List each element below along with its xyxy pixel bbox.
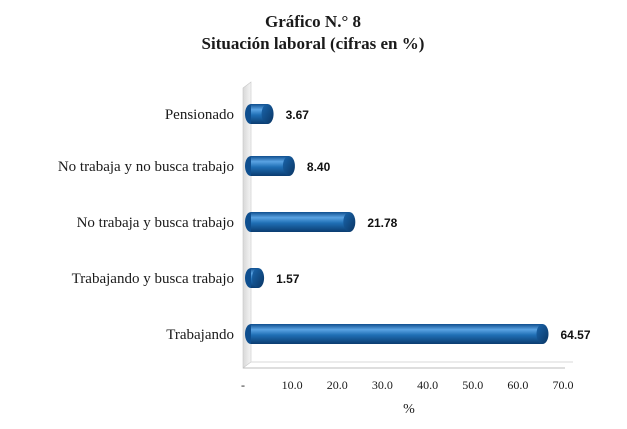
category-label-2: No trabaja y busca trabajo xyxy=(77,215,234,231)
category-label-4: Trabajando xyxy=(166,327,234,343)
category-label-0: Pensionado xyxy=(165,107,234,123)
x-tick-label-2: 20.0 xyxy=(327,378,348,392)
data-label-2: 21.78 xyxy=(367,216,397,230)
bar-4 xyxy=(245,324,549,344)
bars-group xyxy=(245,104,549,344)
bar-body-4 xyxy=(251,324,543,344)
x-tick-label-0: - xyxy=(241,378,245,392)
data-label-0: 3.67 xyxy=(286,108,310,122)
category-label-3: Trabajando y busca trabajo xyxy=(72,271,234,287)
x-tick-label-6: 60.0 xyxy=(507,378,528,392)
bar-body-1 xyxy=(251,156,289,176)
x-tick-label-5: 50.0 xyxy=(462,378,483,392)
bar-cap-4 xyxy=(536,324,549,344)
x-tick-label-7: 70.0 xyxy=(553,378,574,392)
bar-3 xyxy=(245,268,265,288)
data-label-1: 8.40 xyxy=(307,160,331,174)
bar-cap-3 xyxy=(252,268,265,288)
x-tick-labels: - 10.0 20.0 30.0 40.0 50.0 60.0 70.0 xyxy=(241,378,574,392)
category-label-1: No trabaja y no busca trabajo xyxy=(58,159,234,175)
data-label-4: 64.57 xyxy=(560,328,590,342)
bar-cap-1 xyxy=(282,156,295,176)
data-label-3: 1.57 xyxy=(276,272,300,286)
category-labels: Pensionado No trabaja y no busca trabajo N… xyxy=(58,107,234,343)
x-tick-label-3: 30.0 xyxy=(372,378,393,392)
chart-subtitle: Situación laboral (cifras en %) xyxy=(202,34,425,53)
x-tick-label-1: 10.0 xyxy=(282,378,303,392)
bar-body-2 xyxy=(251,212,350,232)
value-labels: 3.67 8.40 21.78 1.57 64.57 xyxy=(276,108,591,342)
bar-0 xyxy=(245,104,274,124)
chart-title: Gráfico N.° 8 xyxy=(265,12,361,31)
x-tick-label-4: 40.0 xyxy=(417,378,438,392)
x-axis-label: % xyxy=(403,402,415,417)
bar-1 xyxy=(245,156,295,176)
bar-cap-2 xyxy=(343,212,356,232)
bar-2 xyxy=(245,212,356,232)
bar-cap-0 xyxy=(261,104,274,124)
